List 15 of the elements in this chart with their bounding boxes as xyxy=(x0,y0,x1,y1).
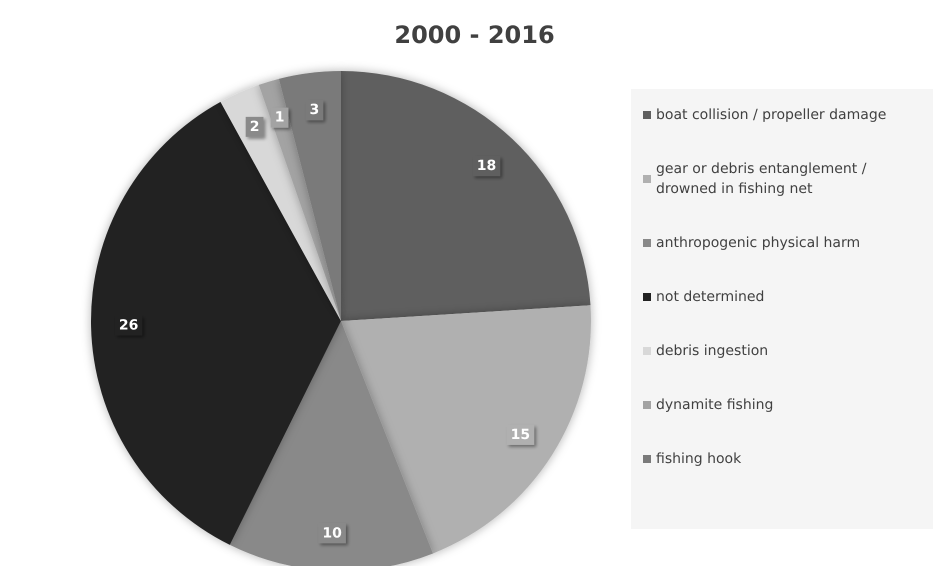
chart-title: 2000 - 2016 xyxy=(394,21,555,49)
legend-label: anthropogenic physical harm xyxy=(656,235,860,251)
legend-label: gear or debris entanglement / drowned in fishing net xyxy=(656,161,871,197)
data-label: 3 xyxy=(309,102,320,118)
data-label: 15 xyxy=(510,426,530,443)
legend-label: fishing hook xyxy=(656,451,742,467)
data-label: 2 xyxy=(250,118,260,135)
legend-label: dynamite fishing xyxy=(656,397,774,413)
data-label: 10 xyxy=(322,525,342,542)
data-label: 26 xyxy=(118,317,138,334)
legend-label: not determined xyxy=(656,289,764,305)
legend-label: boat collision / propeller damage xyxy=(656,107,886,123)
legend-label: debris ingestion xyxy=(656,343,768,359)
data-label: 1 xyxy=(274,110,284,126)
data-label: 18 xyxy=(476,158,496,174)
